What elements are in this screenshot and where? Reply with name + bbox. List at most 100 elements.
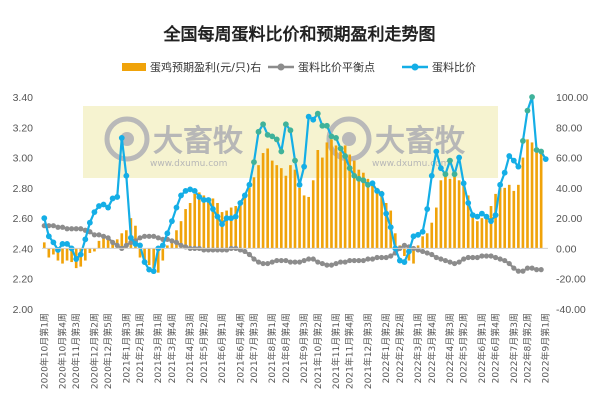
parity-point <box>283 257 289 264</box>
profit-bar <box>384 203 388 249</box>
profit-bar <box>243 193 247 249</box>
ratio-point <box>100 201 107 208</box>
ratio-point <box>232 213 239 220</box>
watermark-logo-left: 大畜牧 www.dxumu.com <box>104 116 244 169</box>
parity-point <box>151 233 157 239</box>
parity-point <box>497 256 503 262</box>
x-tick-label: 2022年9月第1周 <box>540 313 552 383</box>
profit-bar <box>220 212 224 249</box>
profit-bar <box>188 203 192 249</box>
profit-bar <box>120 233 124 249</box>
profit-bar <box>521 157 525 249</box>
parity-point <box>470 254 476 261</box>
parity-point <box>342 259 348 265</box>
profit-bar <box>275 165 279 249</box>
profit-bar <box>334 145 338 249</box>
ratio-point <box>324 122 330 129</box>
ratio-point <box>169 218 175 225</box>
parity-point <box>123 242 129 248</box>
legend: 蛋鸡预期盈利(元/只)右 蛋料比价平衡点 蛋料比价 <box>122 60 476 74</box>
left-tick-label: 3.20 <box>13 122 34 134</box>
watermark-brand-right: 大畜牧 <box>375 124 466 159</box>
parity-point <box>319 260 325 267</box>
ratio-point <box>45 233 52 240</box>
profit-bar <box>466 195 470 249</box>
parity-point <box>511 265 517 271</box>
profit-bar <box>134 225 137 249</box>
x-axis: 2020年10月第1周 2020年10月第4周 2020年11月第3周 2020年12… <box>38 247 552 389</box>
profit-bar <box>61 248 64 264</box>
parity-point <box>55 224 61 230</box>
profit-bar <box>179 221 183 249</box>
ratio-point <box>469 212 476 219</box>
profit-bar <box>156 248 160 273</box>
ratio-point <box>86 219 93 226</box>
parity-point <box>360 257 366 264</box>
ratio-point <box>219 221 225 228</box>
legend-label-bar: 蛋鸡预期盈利(元/只)右 <box>150 60 261 74</box>
profit-bar <box>352 160 356 249</box>
parity-point <box>538 267 544 273</box>
ratio-point <box>191 187 198 194</box>
ratio-point <box>205 197 212 203</box>
x-tick-label: 2022年6月第1周 <box>476 313 488 383</box>
ratio-point <box>164 230 171 237</box>
profit-bar <box>530 142 534 249</box>
parity-point <box>310 256 316 262</box>
ratio-point <box>442 171 449 178</box>
parity-point <box>515 268 521 274</box>
ratio-point <box>132 240 139 247</box>
profit-bar <box>348 154 352 249</box>
parity-point <box>461 256 467 262</box>
profit-bar <box>42 242 46 249</box>
parity-point <box>529 265 535 271</box>
right-tick-label: -20.00 <box>556 274 586 286</box>
ratio-point <box>433 148 440 155</box>
ratio-point <box>278 148 285 155</box>
profit-bar <box>293 169 297 249</box>
profit-bar <box>430 222 434 249</box>
profit-bar <box>325 142 329 249</box>
profit-bar <box>403 248 406 256</box>
profit-bar <box>330 139 333 249</box>
parity-point <box>524 265 531 271</box>
right-tick-label: 40.00 <box>556 183 582 195</box>
right-tick-label: 60.00 <box>556 153 582 165</box>
parity-point <box>274 257 280 264</box>
ratio-point <box>55 247 61 253</box>
ratio-point <box>196 194 203 200</box>
x-tick-label: 2021年2月第1周 <box>134 313 146 383</box>
profit-bar <box>52 248 55 255</box>
parity-point <box>492 254 499 261</box>
profit-bar <box>371 183 374 249</box>
ratio-point <box>524 107 531 114</box>
ratio-point <box>64 240 70 247</box>
x-tick-label: 2022年7月第3周 <box>508 313 520 383</box>
x-tick-label: 2021年11月第4周 <box>344 313 356 389</box>
parity-point <box>347 257 353 264</box>
profit-bar <box>448 178 452 249</box>
ratio-point <box>488 218 494 225</box>
parity-point <box>506 260 512 267</box>
ratio-point <box>520 138 526 144</box>
profit-bar <box>498 187 502 249</box>
ratio-point <box>214 213 221 220</box>
left-tick-label: 2.00 <box>13 304 34 316</box>
ratio-point <box>365 181 371 188</box>
ratio-point <box>82 236 89 243</box>
ratio-point <box>210 206 216 212</box>
left-tick-label: 2.80 <box>13 183 34 195</box>
profit-bar <box>197 192 201 249</box>
profit-bar <box>216 203 219 249</box>
ratio-point <box>515 163 522 170</box>
ratio-point <box>159 242 166 249</box>
profit-bar <box>147 248 151 266</box>
profit-bar <box>170 239 174 249</box>
chart-title: 全国每周蛋料比价和预期盈利走势图 <box>163 24 436 45</box>
profit-bar <box>416 245 420 249</box>
ratio-point <box>383 210 390 217</box>
ratio-point <box>428 172 435 179</box>
ratio-point <box>114 194 121 200</box>
x-tick-label: 2021年6月第4周 <box>234 313 246 383</box>
profit-bar <box>184 209 187 249</box>
